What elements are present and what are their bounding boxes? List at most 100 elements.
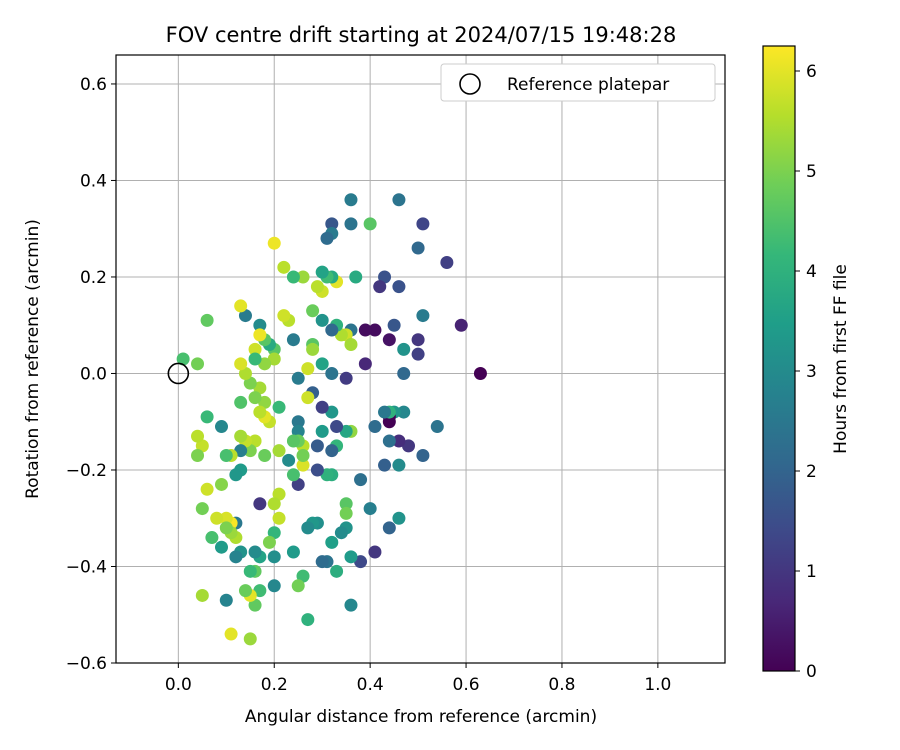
data-point <box>315 400 329 414</box>
data-point <box>382 521 396 535</box>
data-point <box>301 613 315 627</box>
data-point <box>334 328 348 342</box>
data-point <box>243 632 257 646</box>
data-point <box>315 555 329 569</box>
data-point <box>219 449 233 463</box>
colorbar-ticks: 0 1 2 3 4 5 6 <box>795 62 817 682</box>
data-point <box>253 405 267 419</box>
data-point <box>392 458 406 472</box>
colorbar-tick-label: 3 <box>806 362 817 382</box>
x-tick-label: 0.0 <box>165 675 192 695</box>
data-point <box>286 270 300 284</box>
data-point <box>392 434 406 448</box>
x-tick-label: 0.6 <box>453 675 480 695</box>
colorbar-tick-label: 0 <box>806 662 817 682</box>
data-point <box>291 371 305 385</box>
data-point <box>253 584 267 598</box>
data-point <box>272 400 286 414</box>
y-axis-label: Rotation from reference (arcmin) <box>23 219 43 499</box>
data-point <box>234 357 248 371</box>
data-point <box>315 357 329 371</box>
data-point <box>397 405 411 419</box>
data-point <box>339 424 353 438</box>
data-point <box>286 468 300 482</box>
data-point <box>301 362 315 376</box>
data-point <box>411 347 425 361</box>
data-point <box>392 511 406 525</box>
data-point <box>267 550 281 564</box>
data-point <box>363 217 377 231</box>
data-point <box>277 309 291 323</box>
data-point <box>416 309 430 323</box>
data-point <box>267 497 281 511</box>
reference-platepar-marker <box>167 362 190 385</box>
data-point <box>310 463 324 477</box>
data-point <box>339 497 353 511</box>
data-point <box>224 627 238 641</box>
data-point <box>358 323 372 337</box>
data-point <box>214 477 228 491</box>
data-point <box>330 564 344 578</box>
data-point <box>234 395 248 409</box>
x-axis-ticks: 0.0 0.2 0.4 0.6 0.8 1.0 <box>165 663 671 695</box>
legend-label: Reference platepar <box>507 75 669 95</box>
data-point <box>267 579 281 593</box>
data-point <box>272 487 286 501</box>
data-point <box>258 449 272 463</box>
data-point <box>358 357 372 371</box>
data-point <box>253 328 267 342</box>
data-point <box>267 352 281 366</box>
data-point <box>368 545 382 559</box>
data-point <box>282 453 296 467</box>
data-point <box>248 545 262 559</box>
colorbar-tick-label: 6 <box>806 62 817 82</box>
data-point <box>378 458 392 472</box>
data-point <box>286 545 300 559</box>
data-point <box>320 231 334 245</box>
data-point <box>402 439 416 453</box>
data-point <box>368 323 382 337</box>
y-tick-label: −0.2 <box>66 461 107 481</box>
data-point <box>291 424 305 438</box>
y-tick-label: 0.2 <box>80 268 107 288</box>
data-point <box>392 280 406 294</box>
data-point <box>325 535 339 549</box>
data-point <box>325 444 339 458</box>
y-tick-label: −0.6 <box>66 654 107 674</box>
data-point <box>296 458 310 472</box>
data-point <box>253 318 267 332</box>
data-point <box>286 333 300 347</box>
data-point <box>267 236 281 250</box>
colorbar-tick-label: 1 <box>806 562 817 582</box>
colorbar-label: Hours from first FF file <box>831 264 851 454</box>
data-point <box>248 342 262 356</box>
colorbar <box>762 45 796 672</box>
data-point <box>253 381 267 395</box>
data-point <box>219 593 233 607</box>
data-point <box>205 531 219 545</box>
legend: Reference platepar <box>440 63 716 102</box>
y-tick-label: 0.0 <box>80 364 107 384</box>
data-point <box>382 434 396 448</box>
data-point <box>286 434 300 448</box>
data-point <box>229 550 243 564</box>
data-point <box>301 521 315 535</box>
data-point <box>243 564 257 578</box>
data-point <box>349 270 363 284</box>
data-point <box>219 521 233 535</box>
data-point <box>238 366 252 380</box>
data-point <box>258 395 272 409</box>
data-point <box>248 352 262 366</box>
data-point <box>210 511 224 525</box>
data-point <box>272 444 286 458</box>
data-point <box>315 265 329 279</box>
data-point <box>344 550 358 564</box>
y-tick-label: 0.4 <box>80 171 107 191</box>
data-point <box>229 468 243 482</box>
y-tick-label: −0.4 <box>66 557 107 577</box>
data-point <box>195 588 209 602</box>
data-point <box>454 318 468 332</box>
data-point <box>296 569 310 583</box>
